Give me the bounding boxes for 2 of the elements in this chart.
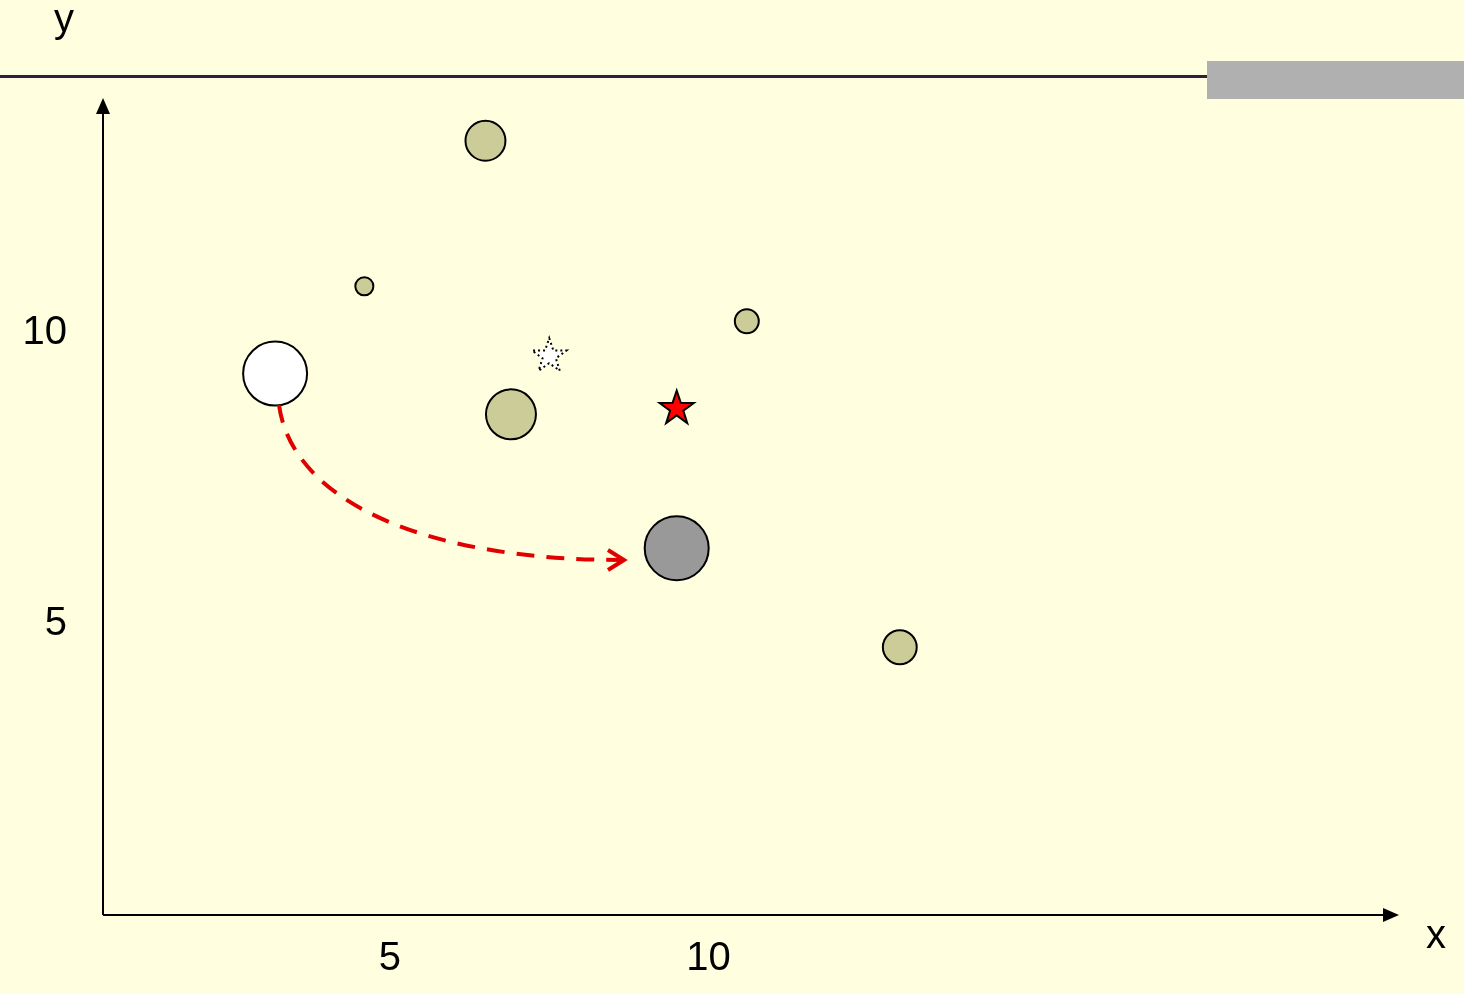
y-axis-title: y — [54, 0, 74, 41]
x-axis-title: x — [1426, 912, 1446, 957]
